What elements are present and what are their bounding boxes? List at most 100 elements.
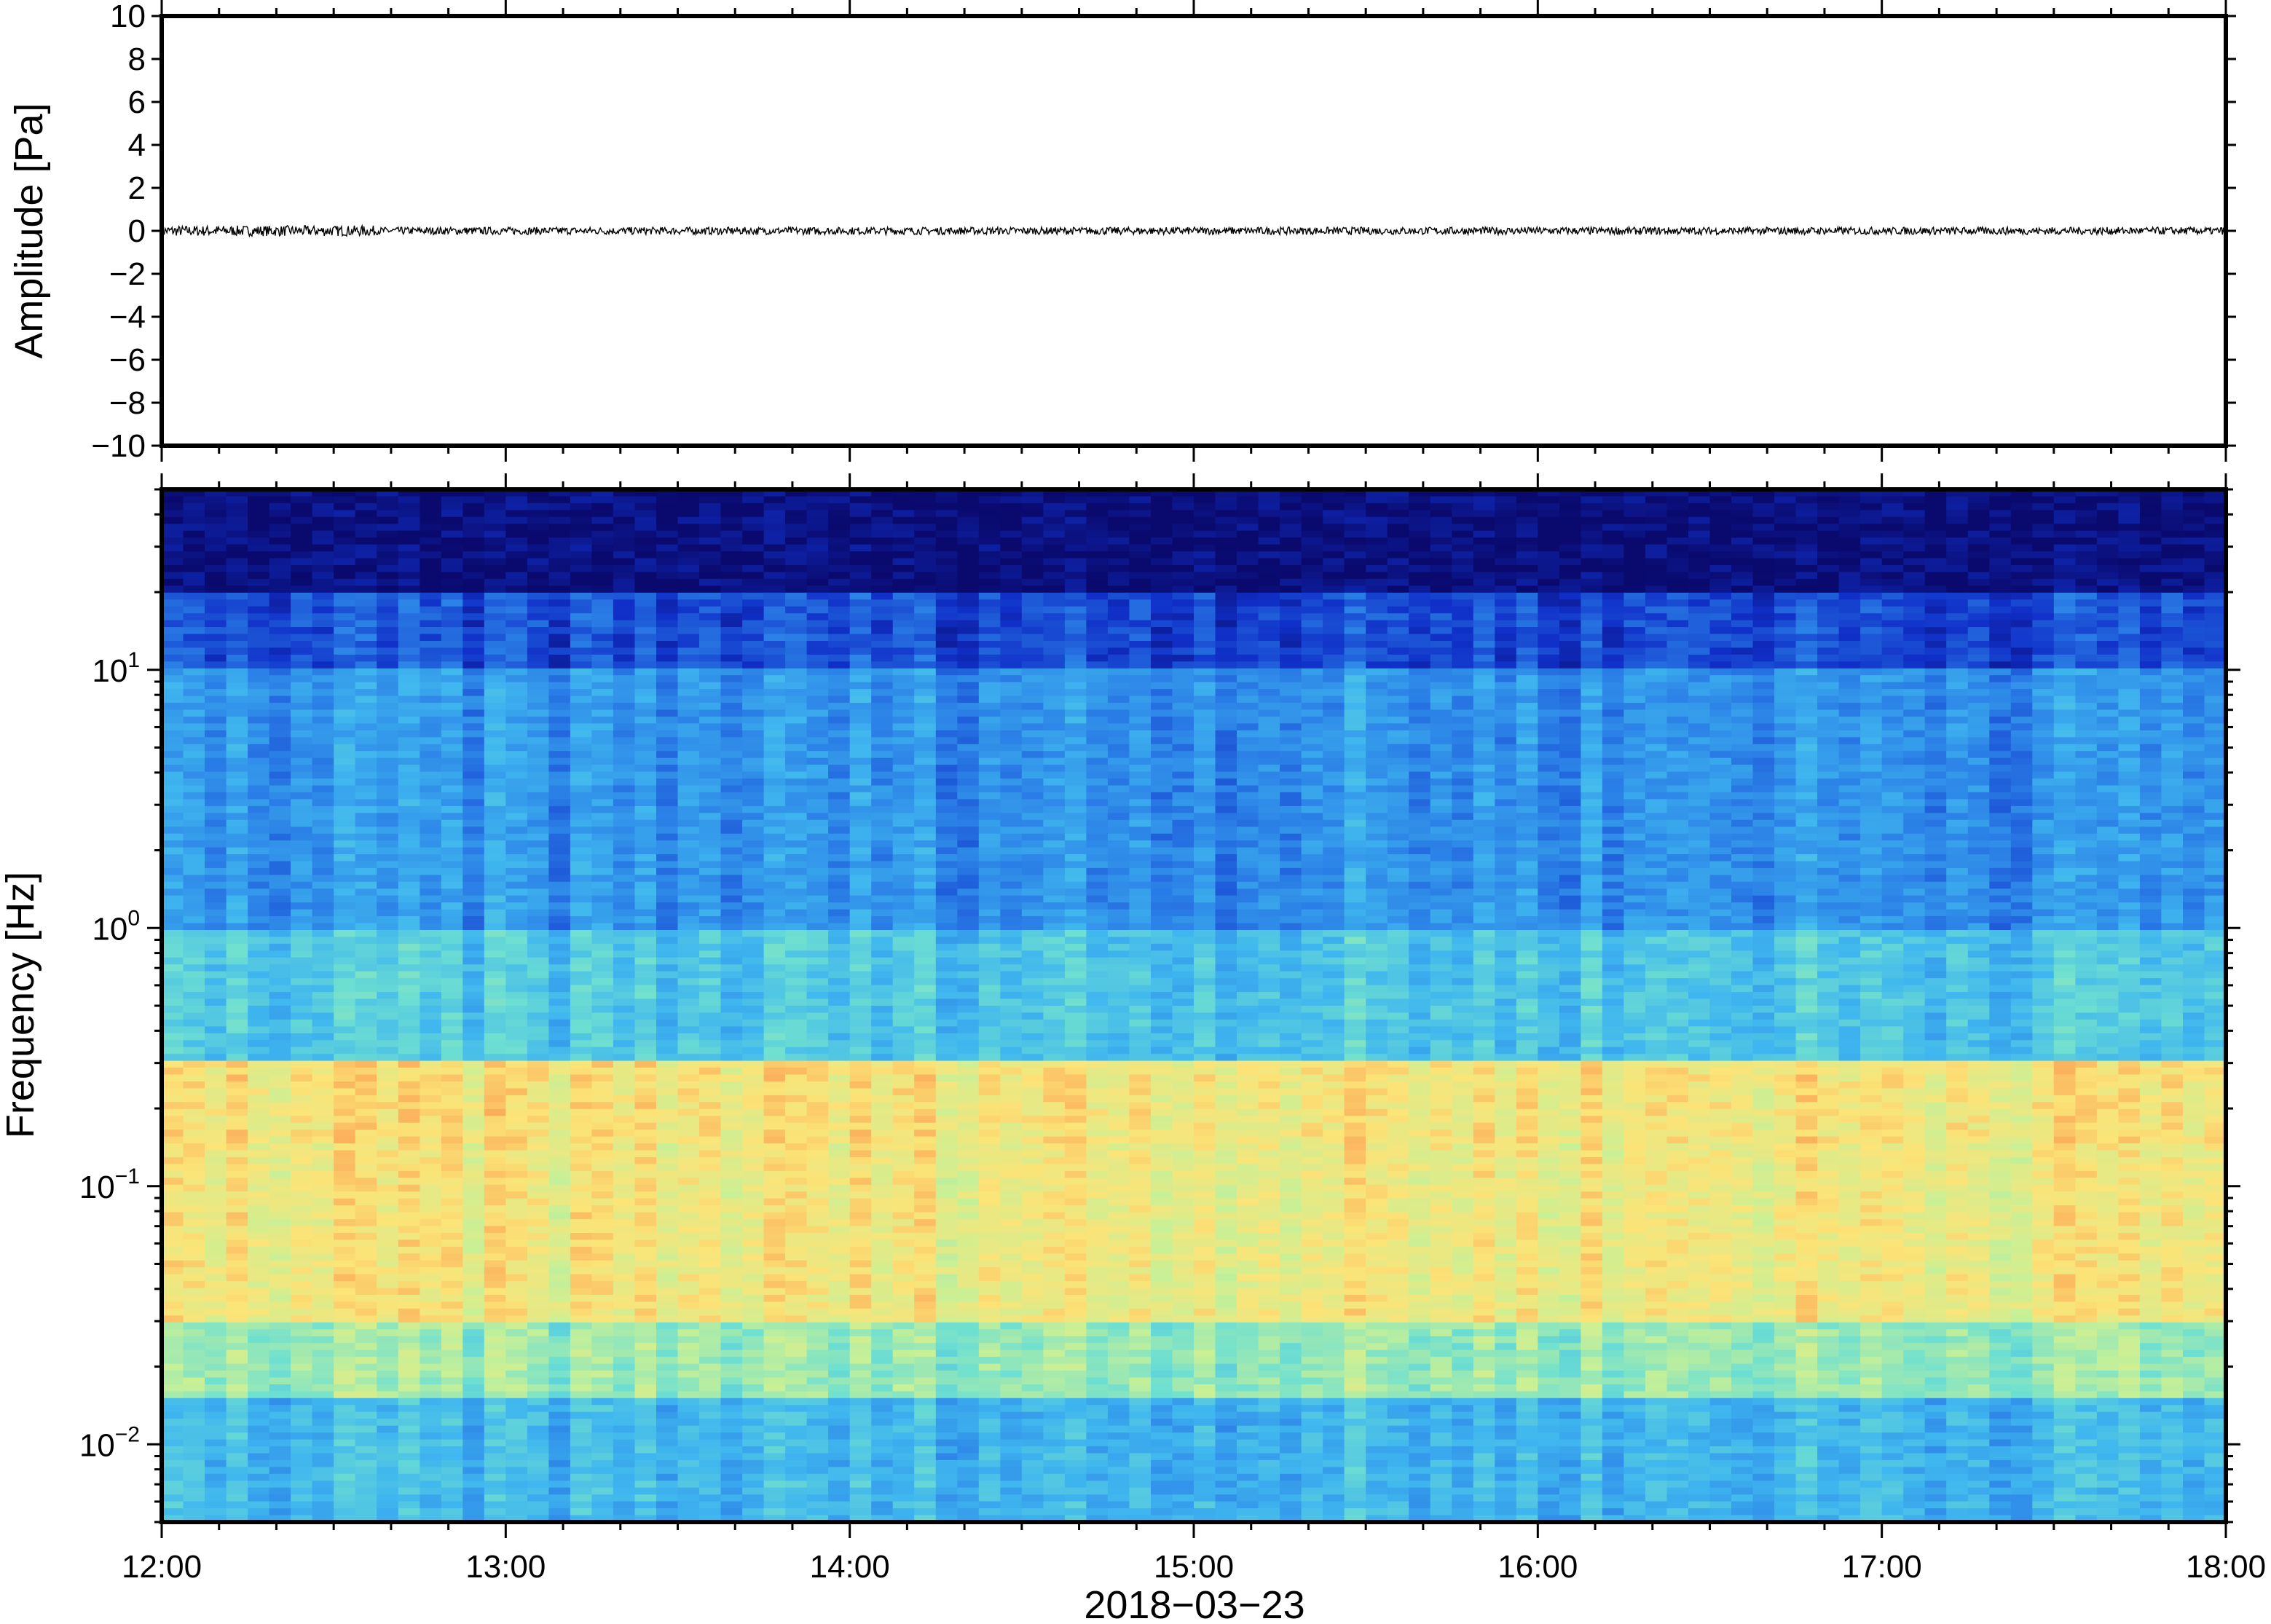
spectrogram-cell [1194,689,1216,697]
spectrogram-cell [785,544,808,552]
spectrogram-cell [1086,627,1109,635]
spectrogram-cell [699,792,722,800]
spectrogram-cell [1107,757,1130,765]
spectrogram-cell [1258,695,1280,703]
spectrogram-cell [1129,551,1152,559]
spectrogram-cell [806,510,829,518]
spectrogram-cell [978,647,1001,655]
spectrogram-cell [1838,668,1861,676]
spectrogram-cell [1623,717,1646,725]
spectrogram-cell [463,537,485,545]
spectrogram-cell [1774,516,1797,524]
spectrogram-cell [1344,634,1366,642]
spectrogram-cell [591,765,614,773]
spectrogram-cell [377,765,399,773]
spectrogram-cell [1559,592,1581,600]
spectrogram-cell [1215,634,1237,642]
spectrogram-cell [484,661,506,669]
spectrogram-cell [1774,558,1797,566]
spectrogram-cell [1430,771,1452,779]
spectrogram-cell [527,723,549,731]
spectrogram-cell [1194,641,1216,649]
spectrogram-cell [1903,751,1926,759]
spectrogram-cell [806,668,829,676]
spectrogram-cell [1258,510,1280,518]
spectrogram-cell [1366,606,1388,614]
spectrogram-cell [935,709,958,717]
spectrogram-cell [1366,744,1388,752]
spectrogram-cell [398,641,420,649]
spectrogram-cell [1452,813,1474,821]
spectrogram-cell [1709,654,1732,662]
spectrogram-cell [1731,682,1754,690]
spectrogram-cell [463,675,485,683]
spectrogram-cell [892,661,915,669]
spectrogram-cell [742,578,765,586]
spectrogram-cell [291,530,313,538]
spectrogram-cell [1194,544,1216,552]
spectrogram-cell [1860,510,1883,518]
spectrogram-cell [269,757,291,765]
spectrogram-cell [1495,647,1517,655]
spectrogram-cell [1795,530,1818,538]
spectrogram-cell [1194,723,1216,731]
spectrogram-cell [677,689,700,697]
spectrogram-cell [1086,606,1109,614]
spectrogram-cell [205,765,227,773]
spectrogram-cell [1581,805,1603,813]
spectrogram-cell [763,695,786,703]
spectrogram-cell [484,819,506,827]
spectrogram-cell [1774,737,1797,745]
spectrogram-cell [2161,524,2184,532]
spectrogram-cell [1430,675,1452,683]
spectrogram-cell [1323,709,1345,717]
spectrogram-cell [1967,599,1990,607]
spectrogram-cell [1473,703,1495,711]
spectrogram-cell [1323,489,1345,497]
spectrogram-cell [1366,757,1388,765]
spectrogram-cell [1709,703,1732,711]
spectrogram-cell [291,771,313,779]
spectrogram-cell [355,537,377,545]
spectrogram-cell [2096,510,2119,518]
spectrogram-cell [162,765,184,773]
spectrogram-cell [849,779,872,787]
spectrogram-cell [763,737,786,745]
spectrogram-cell [892,668,915,676]
spectrogram-cell [1989,689,2012,697]
spectrogram-cell [785,551,808,559]
spectrogram-cell [2010,689,2033,697]
spectrogram-cell [1903,717,1926,725]
spectrogram-cell [334,805,356,813]
spectrogram-cell [613,578,635,586]
spectrogram-cell [463,833,485,841]
spectrogram-cell [183,675,205,683]
spectrogram-cell [1021,572,1044,580]
spectrogram-cell [1946,586,1969,594]
spectrogram-cell [1000,709,1023,717]
spectrogram-cell [1581,572,1603,580]
spectrogram-cell [1581,785,1603,793]
spectrogram-cell [1774,489,1797,497]
spectrogram-cell [1946,592,1969,600]
spectrogram-cell [1409,606,1431,614]
spectrogram-cell [1860,833,1883,841]
spectrogram-cell [1064,578,1087,586]
spectrogram-cell [183,771,205,779]
spectrogram-cell [1129,586,1152,594]
spectrogram-cell [1409,661,1431,669]
spectrogram-cell [162,634,184,642]
spectrogram-cell [441,524,463,532]
spectrogram-cell [1301,771,1323,779]
spectrogram-cell [1215,606,1237,614]
spectrogram-cell [226,620,248,628]
spectrogram-cell [1107,785,1130,793]
spectrogram-cell [269,737,291,745]
spectrogram-cell [2139,695,2162,703]
spectrogram-cell [1881,682,1904,690]
spectrogram-cell [1151,537,1173,545]
spectrogram-cell [1366,516,1388,524]
spectrogram-cell [699,730,722,738]
spectrogram-cell [2161,709,2184,717]
spectrogram-cell [291,827,313,835]
